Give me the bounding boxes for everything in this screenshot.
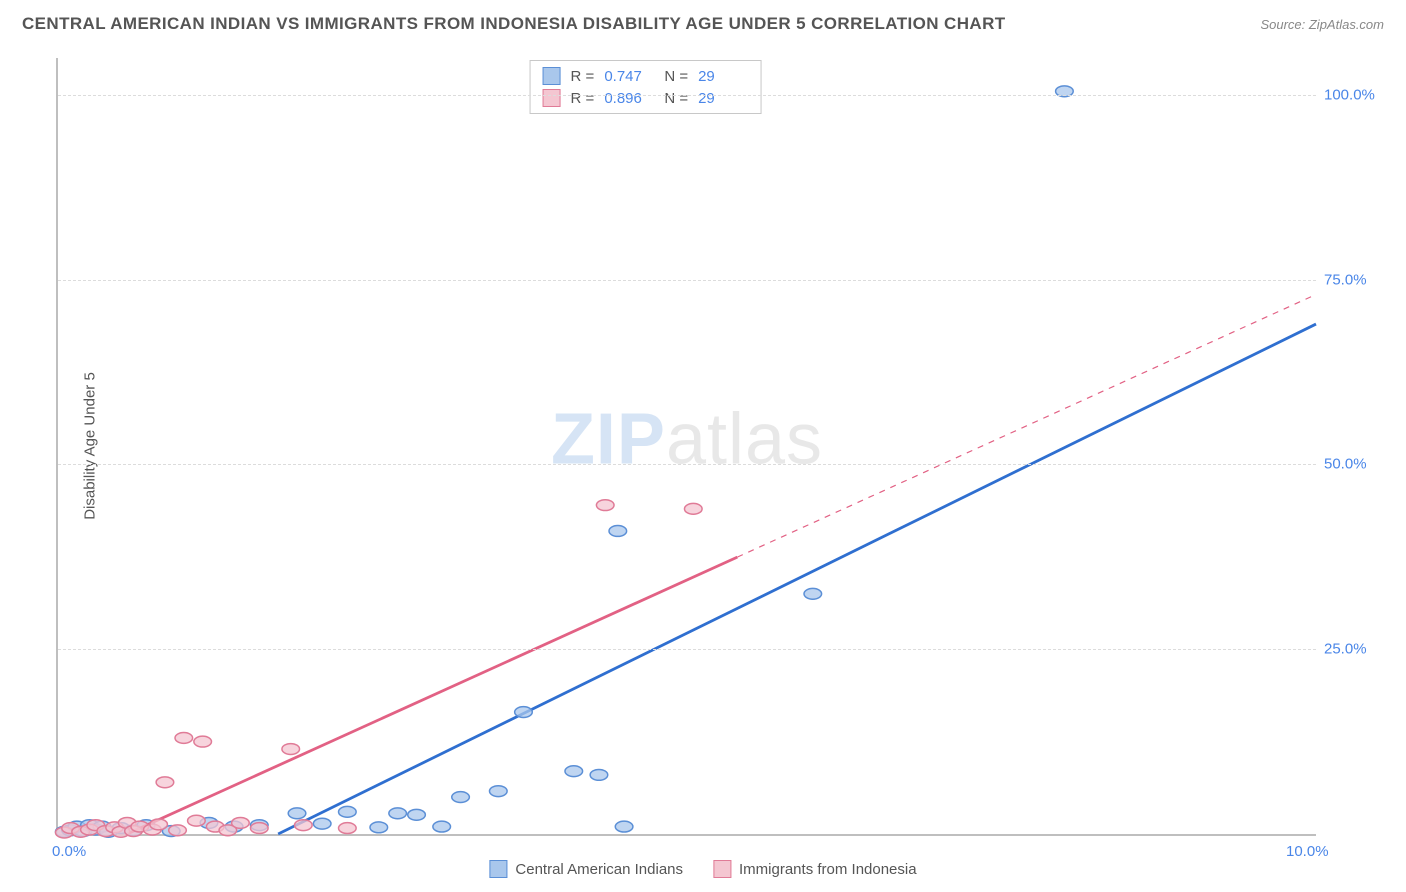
y-tick-label: 75.0% (1324, 271, 1394, 288)
data-point-central_american_indians (452, 792, 470, 803)
data-point-immigrants_indonesia (169, 825, 187, 836)
scatter-plot-svg (58, 58, 1316, 834)
legend-label: Central American Indians (515, 861, 683, 878)
x-tick-label: 10.0% (1286, 843, 1329, 860)
data-point-central_american_indians (313, 818, 331, 829)
data-point-central_american_indians (615, 821, 633, 832)
y-tick-label: 100.0% (1324, 86, 1394, 103)
plot-area: ZIPatlas R = 0.747 N = 29 R = 0.896 N = … (56, 58, 1316, 836)
source-label: Source: (1260, 17, 1308, 32)
data-point-immigrants_indonesia (596, 500, 614, 511)
data-point-immigrants_indonesia (194, 736, 212, 747)
legend-label: Immigrants from Indonesia (739, 861, 917, 878)
data-point-central_american_indians (804, 588, 822, 599)
data-point-central_american_indians (515, 707, 533, 718)
data-point-immigrants_indonesia (175, 732, 193, 743)
source-attribution: Source: ZipAtlas.com (1260, 17, 1384, 32)
gridline (58, 649, 1316, 650)
legend-item-immigrants_indonesia: Immigrants from Indonesia (713, 860, 917, 878)
data-point-central_american_indians (489, 786, 507, 797)
trend-line-dashed-immigrants_indonesia (737, 294, 1316, 557)
legend-swatch-icon (489, 860, 507, 878)
data-point-immigrants_indonesia (150, 819, 168, 830)
data-point-central_american_indians (389, 808, 407, 819)
data-point-immigrants_indonesia (282, 744, 300, 755)
data-point-central_american_indians (565, 766, 583, 777)
source-value: ZipAtlas.com (1309, 17, 1384, 32)
data-point-central_american_indians (370, 822, 388, 833)
legend-item-central_american_indians: Central American Indians (489, 860, 683, 878)
y-tick-label: 50.0% (1324, 456, 1394, 473)
x-tick-label: 0.0% (52, 843, 86, 860)
data-point-immigrants_indonesia (232, 817, 250, 828)
data-point-immigrants_indonesia (156, 777, 174, 788)
legend-swatch-icon (713, 860, 731, 878)
y-tick-label: 25.0% (1324, 641, 1394, 658)
chart-title: CENTRAL AMERICAN INDIAN VS IMMIGRANTS FR… (22, 14, 1006, 34)
gridline (58, 95, 1316, 96)
data-point-immigrants_indonesia (295, 820, 313, 831)
data-point-central_american_indians (408, 809, 426, 820)
data-point-central_american_indians (590, 769, 608, 780)
gridline (58, 464, 1316, 465)
data-point-central_american_indians (339, 806, 357, 817)
trend-line-immigrants_indonesia (127, 557, 737, 834)
gridline (58, 280, 1316, 281)
data-point-central_american_indians (433, 821, 451, 832)
data-point-immigrants_indonesia (339, 823, 357, 834)
data-point-immigrants_indonesia (684, 503, 702, 514)
trend-line-central_american_indians (278, 324, 1316, 834)
data-point-central_american_indians (609, 526, 627, 537)
legend-series: Central American Indians Immigrants from… (489, 860, 916, 878)
data-point-central_american_indians (288, 808, 306, 819)
data-point-immigrants_indonesia (188, 815, 206, 826)
data-point-immigrants_indonesia (250, 823, 268, 834)
